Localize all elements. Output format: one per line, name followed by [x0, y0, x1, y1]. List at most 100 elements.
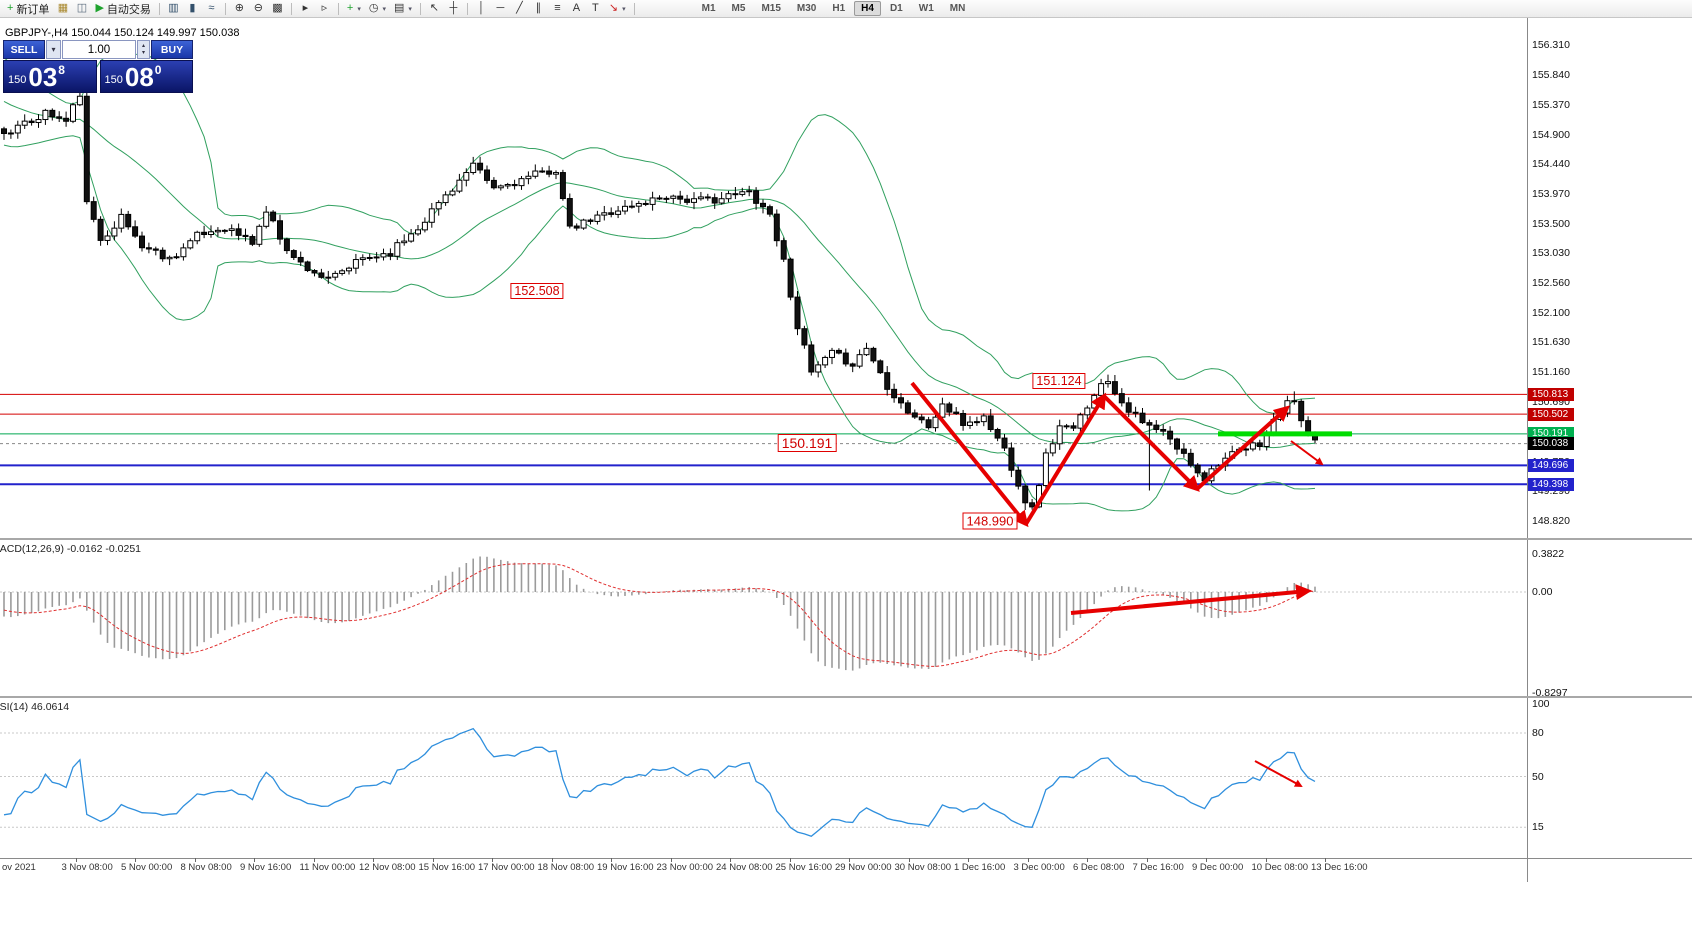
macd-axis-label: 0.3822 — [1532, 548, 1565, 560]
buy-price-pip: 0 — [154, 63, 162, 77]
candle — [173, 253, 180, 260]
candle — [166, 255, 173, 266]
time-axis-label: 29 Nov 00:00 — [835, 862, 892, 873]
candle-chart-type-button[interactable]: ▮ — [183, 1, 202, 17]
cursor-button[interactable]: ↖ — [425, 1, 444, 17]
time-axis-tick — [908, 858, 910, 862]
macd-svg[interactable] — [0, 540, 1692, 696]
autotrading-button[interactable]: ▶ 自动交易 — [91, 1, 154, 17]
indicators-button[interactable]: + ▾ — [343, 1, 365, 17]
candle — [635, 200, 642, 213]
trade-panel-dropdown-button[interactable]: ▾ — [46, 40, 61, 59]
timeframe-m5-button[interactable]: M5 — [731, 3, 746, 14]
candle — [1291, 391, 1298, 405]
label-button[interactable]: T — [586, 1, 605, 17]
price-annotation[interactable]: 150.191 — [777, 434, 837, 452]
candle — [118, 208, 125, 233]
candle — [973, 416, 980, 426]
line-chart-type-button[interactable]: ≈ — [202, 1, 221, 17]
candle — [49, 108, 56, 121]
panel-splitter[interactable] — [0, 696, 1692, 698]
rsi-axis-label: 15 — [1532, 821, 1544, 834]
volume-spinner[interactable]: ▴ ▾ — [137, 40, 150, 59]
sell-price-box[interactable]: 150 03 8 — [3, 60, 97, 93]
candle — [290, 249, 297, 261]
candle — [1194, 463, 1201, 478]
text-button[interactable]: A — [567, 1, 586, 17]
auto-scroll-icon: ▸ — [302, 2, 309, 14]
crosshair-button[interactable]: ┼ — [444, 1, 463, 17]
timeframe-mn-button[interactable]: MN — [949, 3, 966, 14]
price-annotation[interactable]: 148.990 — [962, 512, 1018, 530]
vertical-line-button[interactable]: │ — [472, 1, 491, 17]
panel-splitter[interactable] — [0, 538, 1692, 540]
candle — [691, 192, 697, 210]
buy-button[interactable]: BUY — [151, 40, 193, 59]
candle — [1208, 465, 1215, 484]
zoom-out-button[interactable]: ⊖ — [249, 1, 268, 17]
time-axis[interactable] — [0, 858, 1692, 882]
rsi-svg[interactable] — [0, 698, 1692, 858]
candle — [1111, 374, 1118, 396]
auto-scroll-button[interactable]: ▸ — [296, 1, 315, 17]
candle — [787, 257, 794, 301]
main-chart-svg[interactable] — [0, 18, 1692, 538]
buy-price-box[interactable]: 150 08 0 — [99, 60, 193, 93]
periods-button[interactable]: ◷ ▾ — [365, 1, 390, 17]
price-badge: 150.813 — [1528, 387, 1574, 401]
timeframe-d1-button[interactable]: D1 — [889, 3, 903, 14]
macd-panel[interactable]: MACD(12,26,9) -0.0162 -0.0251 — [0, 540, 1692, 696]
timeframe-m30-button[interactable]: M30 — [796, 3, 817, 14]
candle — [587, 218, 594, 225]
horizontal-line-button[interactable]: ─ — [491, 1, 510, 17]
candle — [194, 230, 201, 245]
candle — [766, 204, 773, 217]
new-order-button[interactable]: + 新订单 — [3, 1, 53, 17]
candle — [842, 348, 849, 367]
zoom-in-button[interactable]: ⊕ — [230, 1, 249, 17]
timeframe-h1-button[interactable]: H1 — [832, 3, 846, 14]
candle — [663, 196, 670, 203]
candle — [808, 341, 815, 376]
time-axis-label: 9 Dec 00:00 — [1192, 862, 1244, 873]
candle — [359, 254, 366, 266]
time-axis-tick — [1325, 858, 1326, 862]
candle — [415, 224, 421, 236]
ohlc-info: GBPJPY-,H4 150.044 150.124 149.997 150.0… — [5, 27, 240, 39]
candle — [642, 200, 649, 207]
rsi-panel[interactable]: RSI(14) 46.0614 — [0, 698, 1692, 858]
candle — [987, 409, 994, 432]
time-axis-label: 10 Dec 08:00 — [1251, 862, 1309, 873]
charts-window-button[interactable]: ▦ — [53, 1, 72, 17]
spinner-up-icon[interactable]: ▴ — [141, 42, 145, 49]
fibonacci-button[interactable]: ≡ — [548, 1, 567, 17]
channel-button[interactable]: ∥ — [529, 1, 548, 17]
candle — [339, 268, 346, 276]
autotrading-icon: ▶ — [95, 2, 104, 14]
sell-button[interactable]: SELL — [3, 40, 45, 59]
price-annotation[interactable]: 152.508 — [510, 283, 564, 299]
profile-button[interactable]: ◫ — [72, 1, 91, 17]
templates-button[interactable]: ▤ ▾ — [390, 1, 416, 17]
candle — [753, 187, 760, 210]
volume-input[interactable] — [62, 40, 136, 59]
timeframe-m15-button[interactable]: M15 — [761, 3, 781, 14]
timeframe-h4-button[interactable]: H4 — [854, 1, 881, 16]
candle — [1042, 448, 1049, 488]
timeframe-w1-button[interactable]: W1 — [918, 3, 934, 14]
price-annotation[interactable]: 151.124 — [1032, 373, 1086, 389]
candle — [904, 400, 911, 415]
timeframe-m1-button[interactable]: M1 — [701, 3, 716, 14]
tile-windows-button[interactable]: ▩ — [268, 1, 287, 17]
main-chart-panel[interactable]: GBPJPY-,H4 150.044 150.124 149.997 150.0… — [0, 18, 1692, 538]
candle — [97, 216, 104, 246]
arrows-button[interactable]: ↘ ▾ — [605, 1, 630, 17]
candle — [1167, 426, 1174, 445]
trendline-button[interactable]: ╱ — [510, 1, 529, 17]
spinner-down-icon[interactable]: ▾ — [141, 49, 145, 56]
candle — [352, 253, 359, 274]
arrows-icon: ↘ — [608, 2, 619, 14]
chart-shift-button[interactable]: ▹ — [315, 1, 334, 17]
time-axis-tick — [849, 858, 850, 862]
bar-chart-type-button[interactable]: ▥ — [164, 1, 183, 17]
